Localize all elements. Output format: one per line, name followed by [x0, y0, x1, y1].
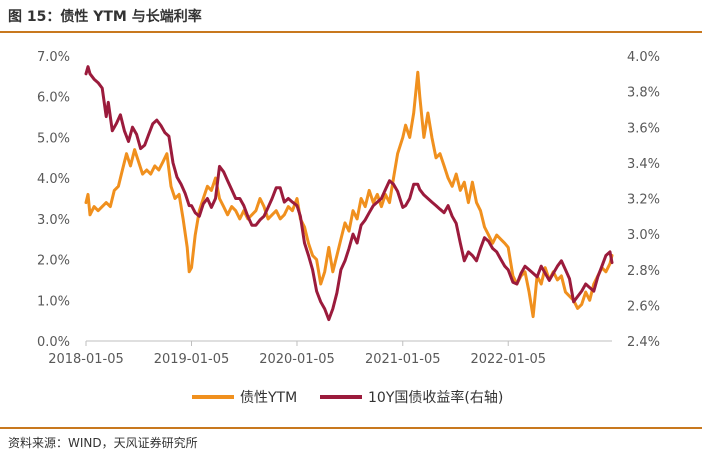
- legend-label-10y-yield: 10Y国债收益率(右轴): [368, 389, 503, 406]
- right-axis-tick-label: 3.2%: [627, 193, 660, 208]
- title-rule: [0, 31, 702, 33]
- left-axis-tick-label: 5.0%: [37, 131, 70, 146]
- right-axis-tick-label: 3.8%: [627, 86, 660, 101]
- left-axis-tick-label: 7.0%: [37, 50, 70, 65]
- left-axis-tick-label: 0.0%: [37, 335, 70, 350]
- right-axis-ticks: 2.4% 2.6% 2.8% 3.0% 3.2% 3.4% 3.6% 3.8% 4.0%: [627, 50, 660, 350]
- x-axis-tick-label: 2020-01-05: [259, 352, 335, 367]
- x-axis-ticks: 2018-01-05 2019-01-05 2020-01-05 2021-01-05…: [48, 341, 546, 367]
- left-axis-ticks: 0.0% 1.0% 2.0% 3.0% 4.0% 5.0% 6.0% 7.0%: [37, 50, 70, 350]
- figure-title: 图 15：债性 YTM 与长端利率: [8, 9, 202, 25]
- right-axis-tick-label: 3.0%: [627, 228, 660, 243]
- series-line-10y-yield: [84, 65, 614, 322]
- legend: 债性YTM 10Y国债收益率(右轴): [192, 389, 503, 406]
- x-axis-tick-label: 2018-01-05: [48, 352, 124, 367]
- source-rule: [0, 427, 702, 429]
- left-axis-tick-label: 1.0%: [37, 294, 70, 309]
- right-axis-tick-label: 2.6%: [627, 299, 660, 314]
- source-note: 资料来源：WIND，天风证券研究所: [8, 436, 198, 450]
- right-axis-tick-label: 2.4%: [627, 335, 660, 350]
- right-axis-tick-label: 3.6%: [627, 121, 660, 136]
- left-axis-tick-label: 2.0%: [37, 254, 70, 269]
- right-axis-tick-label: 2.8%: [627, 264, 660, 279]
- x-axis-tick-label: 2022-01-05: [470, 352, 546, 367]
- left-axis-tick-label: 3.0%: [37, 213, 70, 228]
- series-line-ytm: [84, 70, 614, 319]
- left-axis-tick-label: 6.0%: [37, 91, 70, 106]
- left-axis-tick-label: 4.0%: [37, 172, 70, 187]
- x-axis-tick-label: 2019-01-05: [154, 352, 230, 367]
- right-axis-tick-label: 3.4%: [627, 157, 660, 172]
- chart: 0.0% 1.0% 2.0% 3.0% 4.0% 5.0% 6.0% 7.0% 2.4% 2.6…: [37, 50, 660, 406]
- x-axis-tick-label: 2021-01-05: [365, 352, 441, 367]
- legend-label-ytm: 债性YTM: [240, 390, 297, 406]
- series-lines: [84, 65, 614, 322]
- right-axis-tick-label: 4.0%: [627, 50, 660, 65]
